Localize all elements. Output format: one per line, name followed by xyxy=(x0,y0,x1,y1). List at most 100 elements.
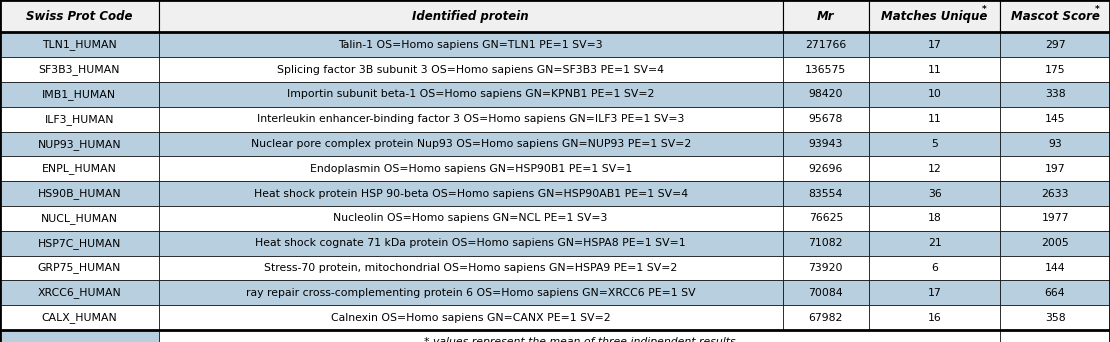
Bar xyxy=(1000,157,1110,181)
Text: Mr: Mr xyxy=(817,10,835,23)
Text: 93: 93 xyxy=(1048,139,1062,149)
Bar xyxy=(159,280,783,305)
Text: IMB1_HUMAN: IMB1_HUMAN xyxy=(42,89,117,100)
Text: 11: 11 xyxy=(928,65,941,75)
Text: Talin-1 OS=Homo sapiens GN=TLN1 PE=1 SV=3: Talin-1 OS=Homo sapiens GN=TLN1 PE=1 SV=… xyxy=(339,40,603,50)
Bar xyxy=(159,32,783,57)
Text: Matches Unique: Matches Unique xyxy=(881,10,988,23)
Bar xyxy=(159,255,783,280)
Text: 70084: 70084 xyxy=(808,288,844,298)
Bar xyxy=(1000,0,1110,32)
Bar xyxy=(0,57,159,82)
Bar xyxy=(783,255,869,280)
Text: 95678: 95678 xyxy=(809,114,842,124)
Bar xyxy=(783,157,869,181)
Text: 16: 16 xyxy=(928,313,941,323)
Bar xyxy=(0,330,159,342)
Bar xyxy=(869,305,1000,330)
Bar xyxy=(1000,132,1110,157)
Text: 93943: 93943 xyxy=(809,139,842,149)
Bar xyxy=(159,107,783,132)
Bar xyxy=(869,206,1000,231)
Bar xyxy=(869,57,1000,82)
Text: 36: 36 xyxy=(928,189,941,199)
Bar xyxy=(783,0,869,32)
Bar xyxy=(783,107,869,132)
Text: 83554: 83554 xyxy=(809,189,842,199)
Text: Calnexin OS=Homo sapiens GN=CANX PE=1 SV=2: Calnexin OS=Homo sapiens GN=CANX PE=1 SV… xyxy=(331,313,610,323)
Text: ENPL_HUMAN: ENPL_HUMAN xyxy=(42,163,117,174)
Text: CALX_HUMAN: CALX_HUMAN xyxy=(41,312,118,323)
Bar xyxy=(869,0,1000,32)
Bar xyxy=(159,181,783,206)
Bar xyxy=(159,0,783,32)
Text: HSP7C_HUMAN: HSP7C_HUMAN xyxy=(38,238,121,249)
Bar xyxy=(869,132,1000,157)
Bar xyxy=(159,330,1000,342)
Text: Heat shock cognate 71 kDa protein OS=Homo sapiens GN=HSPA8 PE=1 SV=1: Heat shock cognate 71 kDa protein OS=Hom… xyxy=(255,238,686,248)
Text: *: * xyxy=(982,4,987,14)
Text: 5: 5 xyxy=(931,139,938,149)
Text: 197: 197 xyxy=(1045,164,1066,174)
Bar xyxy=(0,0,159,32)
Text: Importin subunit beta-1 OS=Homo sapiens GN=KPNB1 PE=1 SV=2: Importin subunit beta-1 OS=Homo sapiens … xyxy=(287,90,654,100)
Text: Heat shock protein HSP 90-beta OS=Homo sapiens GN=HSP90AB1 PE=1 SV=4: Heat shock protein HSP 90-beta OS=Homo s… xyxy=(253,189,688,199)
Bar xyxy=(783,32,869,57)
Bar xyxy=(1000,280,1110,305)
Bar xyxy=(0,32,159,57)
Bar xyxy=(1000,57,1110,82)
Text: 358: 358 xyxy=(1045,313,1066,323)
Bar xyxy=(0,305,159,330)
Bar xyxy=(869,231,1000,255)
Text: Interleukin enhancer-binding factor 3 OS=Homo sapiens GN=ILF3 PE=1 SV=3: Interleukin enhancer-binding factor 3 OS… xyxy=(256,114,685,124)
Bar xyxy=(783,305,869,330)
Text: TLN1_HUMAN: TLN1_HUMAN xyxy=(42,39,117,50)
Bar xyxy=(783,181,869,206)
Text: 67982: 67982 xyxy=(809,313,842,323)
Text: 1977: 1977 xyxy=(1041,213,1069,223)
Bar xyxy=(869,181,1000,206)
Text: 76625: 76625 xyxy=(809,213,842,223)
Bar xyxy=(869,107,1000,132)
Bar xyxy=(1000,206,1110,231)
Bar xyxy=(0,82,159,107)
Text: GRP75_HUMAN: GRP75_HUMAN xyxy=(38,263,121,274)
Bar xyxy=(1000,82,1110,107)
Bar xyxy=(0,107,159,132)
Bar xyxy=(1000,181,1110,206)
Bar xyxy=(159,132,783,157)
Bar xyxy=(869,157,1000,181)
Text: ILF3_HUMAN: ILF3_HUMAN xyxy=(44,114,114,125)
Text: NUP93_HUMAN: NUP93_HUMAN xyxy=(38,139,121,149)
Bar xyxy=(869,82,1000,107)
Text: ray repair cross-complementing protein 6 OS=Homo sapiens GN=XRCC6 PE=1 SV: ray repair cross-complementing protein 6… xyxy=(245,288,696,298)
Bar xyxy=(159,231,783,255)
Text: 10: 10 xyxy=(928,90,941,100)
Text: Nucleolin OS=Homo sapiens GN=NCL PE=1 SV=3: Nucleolin OS=Homo sapiens GN=NCL PE=1 SV… xyxy=(333,213,608,223)
Text: HS90B_HUMAN: HS90B_HUMAN xyxy=(38,188,121,199)
Bar xyxy=(1000,231,1110,255)
Text: 21: 21 xyxy=(928,238,941,248)
Bar xyxy=(0,206,159,231)
Text: Identified protein: Identified protein xyxy=(412,10,529,23)
Bar xyxy=(0,157,159,181)
Text: 2005: 2005 xyxy=(1041,238,1069,248)
Text: * values represent the mean of three indipendent results: * values represent the mean of three ind… xyxy=(424,338,735,342)
Bar xyxy=(783,132,869,157)
Bar xyxy=(1000,330,1110,342)
Text: 92696: 92696 xyxy=(809,164,842,174)
Bar xyxy=(783,206,869,231)
Text: 2633: 2633 xyxy=(1041,189,1069,199)
Text: 73920: 73920 xyxy=(808,263,844,273)
Text: Swiss Prot Code: Swiss Prot Code xyxy=(27,10,132,23)
Text: 144: 144 xyxy=(1045,263,1066,273)
Bar xyxy=(1000,107,1110,132)
Text: 664: 664 xyxy=(1045,288,1066,298)
Bar xyxy=(869,255,1000,280)
Bar xyxy=(159,82,783,107)
Text: 338: 338 xyxy=(1045,90,1066,100)
Text: SF3B3_HUMAN: SF3B3_HUMAN xyxy=(39,64,120,75)
Bar xyxy=(783,82,869,107)
Bar xyxy=(783,57,869,82)
Text: 297: 297 xyxy=(1045,40,1066,50)
